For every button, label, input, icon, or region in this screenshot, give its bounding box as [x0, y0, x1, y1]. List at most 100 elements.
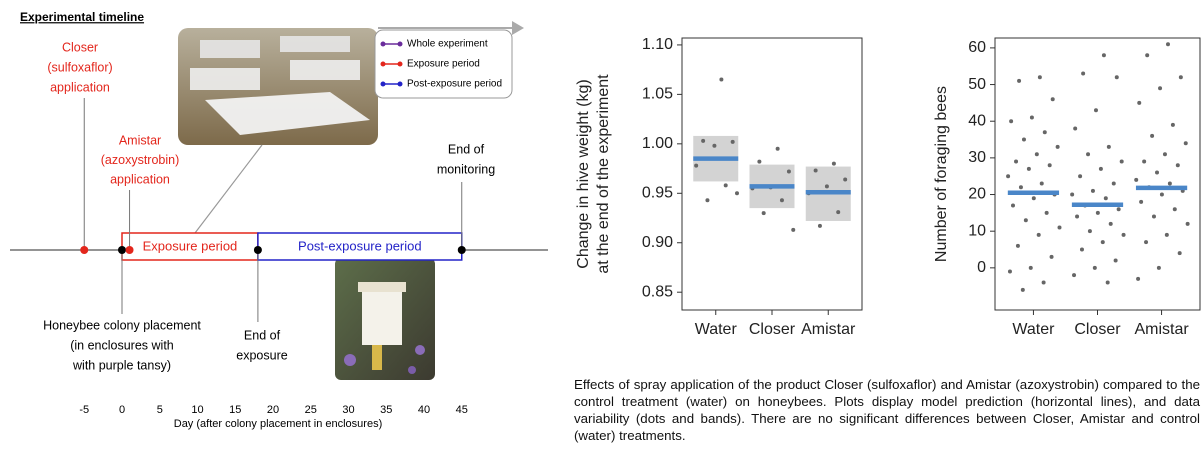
- photo-connector: [194, 144, 263, 234]
- plot-frame: [994, 37, 1201, 311]
- data-point: [1075, 214, 1080, 219]
- x-tick-label: 30: [342, 404, 354, 416]
- x-tick-label: 45: [456, 404, 468, 416]
- event-label: application: [110, 172, 170, 186]
- event-label: (azoxystrobin): [101, 153, 180, 167]
- data-point: [1014, 159, 1019, 164]
- x-tick-label: 25: [305, 404, 317, 416]
- event-marker: [80, 246, 89, 254]
- legend-swatch-dot: [380, 81, 386, 87]
- data-point: [1041, 280, 1046, 285]
- data-point: [1111, 181, 1116, 186]
- data-point: [791, 227, 796, 232]
- x-tick-label: 35: [380, 404, 392, 416]
- legend-label: Post-exposure period: [407, 79, 502, 90]
- data-point: [843, 177, 848, 182]
- data-point: [1078, 174, 1083, 179]
- data-point: [1145, 53, 1150, 58]
- data-point: [817, 223, 822, 228]
- data-point: [1156, 265, 1161, 270]
- data-point: [719, 77, 724, 82]
- data-point: [1093, 108, 1098, 113]
- data-point: [1072, 273, 1077, 278]
- data-point: [1103, 196, 1108, 201]
- data-point: [1119, 159, 1124, 164]
- data-point: [1044, 210, 1049, 215]
- event-marker: [118, 246, 126, 254]
- period-label: Post-exposure period: [298, 238, 422, 253]
- data-point: [757, 159, 762, 164]
- data-point: [1165, 42, 1170, 47]
- y-tick-label: 0.95: [642, 185, 673, 202]
- event-label: application: [50, 80, 110, 94]
- data-point: [1037, 75, 1042, 80]
- event-marker: [253, 246, 262, 254]
- data-point: [1023, 218, 1028, 223]
- data-point: [723, 183, 728, 188]
- data-point: [1036, 232, 1041, 237]
- data-point: [813, 168, 818, 173]
- data-point: [1177, 251, 1182, 256]
- data-point: [1070, 192, 1075, 197]
- data-point: [1108, 221, 1113, 226]
- data-point: [1055, 144, 1060, 149]
- x-tick-label: Water: [1012, 321, 1055, 338]
- data-point: [786, 169, 791, 174]
- data-point: [1009, 119, 1014, 124]
- data-point: [734, 191, 739, 196]
- data-point: [1172, 207, 1177, 212]
- x-tick-label: 10: [191, 404, 203, 416]
- legend-label: Whole experiment: [407, 39, 488, 50]
- data-point: [1136, 276, 1141, 281]
- legend-swatch-dot: [380, 61, 386, 67]
- data-point: [1159, 192, 1164, 197]
- event-label: monitoring: [437, 162, 495, 176]
- data-point: [1144, 240, 1149, 245]
- y-tick-label: 40: [968, 112, 986, 129]
- data-point: [1039, 181, 1044, 186]
- event-label: End of: [244, 328, 281, 342]
- period-box: [121, 232, 259, 261]
- event-label: End of: [448, 142, 485, 156]
- y-tick-label: 1.10: [642, 36, 673, 53]
- x-tick-label: Closer: [1074, 321, 1121, 338]
- legend-label: Exposure period: [407, 59, 480, 70]
- period-box: [257, 232, 463, 261]
- data-point: [1007, 269, 1012, 274]
- data-point: [1087, 229, 1092, 234]
- photo-enclosures: [178, 28, 378, 145]
- data-point: [1042, 130, 1047, 135]
- data-point: [1090, 188, 1095, 193]
- period-label: Exposure period: [143, 238, 238, 253]
- data-point: [1170, 122, 1175, 127]
- data-point: [1050, 97, 1055, 102]
- data-point: [1081, 71, 1086, 76]
- caption: Effects of spray application of the prod…: [574, 377, 1200, 443]
- data-point: [1106, 144, 1111, 149]
- timeline-title: Experimental timeline: [20, 10, 144, 24]
- y-tick-label: 20: [968, 186, 986, 203]
- x-tick-label: Amistar: [801, 321, 856, 338]
- data-point: [1015, 243, 1020, 248]
- data-point: [1167, 181, 1172, 186]
- data-point: [775, 146, 780, 151]
- legend-swatch-dot: [397, 81, 403, 87]
- x-tick-label: 40: [418, 404, 430, 416]
- data-point: [1095, 210, 1100, 215]
- data-point: [1142, 159, 1147, 164]
- data-point: [1100, 240, 1105, 245]
- data-point: [1092, 265, 1097, 270]
- data-point: [1150, 133, 1155, 138]
- data-point: [1185, 221, 1190, 226]
- y-tick-label: 0.85: [642, 283, 673, 300]
- data-point: [1162, 152, 1167, 157]
- data-point: [1006, 174, 1011, 179]
- y-axis-title: Change in hive weight (kg): [575, 79, 592, 268]
- event-label: (in enclosures with: [70, 338, 174, 352]
- data-point: [824, 184, 829, 189]
- arrow-head: [512, 21, 524, 35]
- data-point: [1121, 232, 1126, 237]
- y-tick-label: 30: [968, 149, 986, 166]
- data-point: [1017, 78, 1022, 83]
